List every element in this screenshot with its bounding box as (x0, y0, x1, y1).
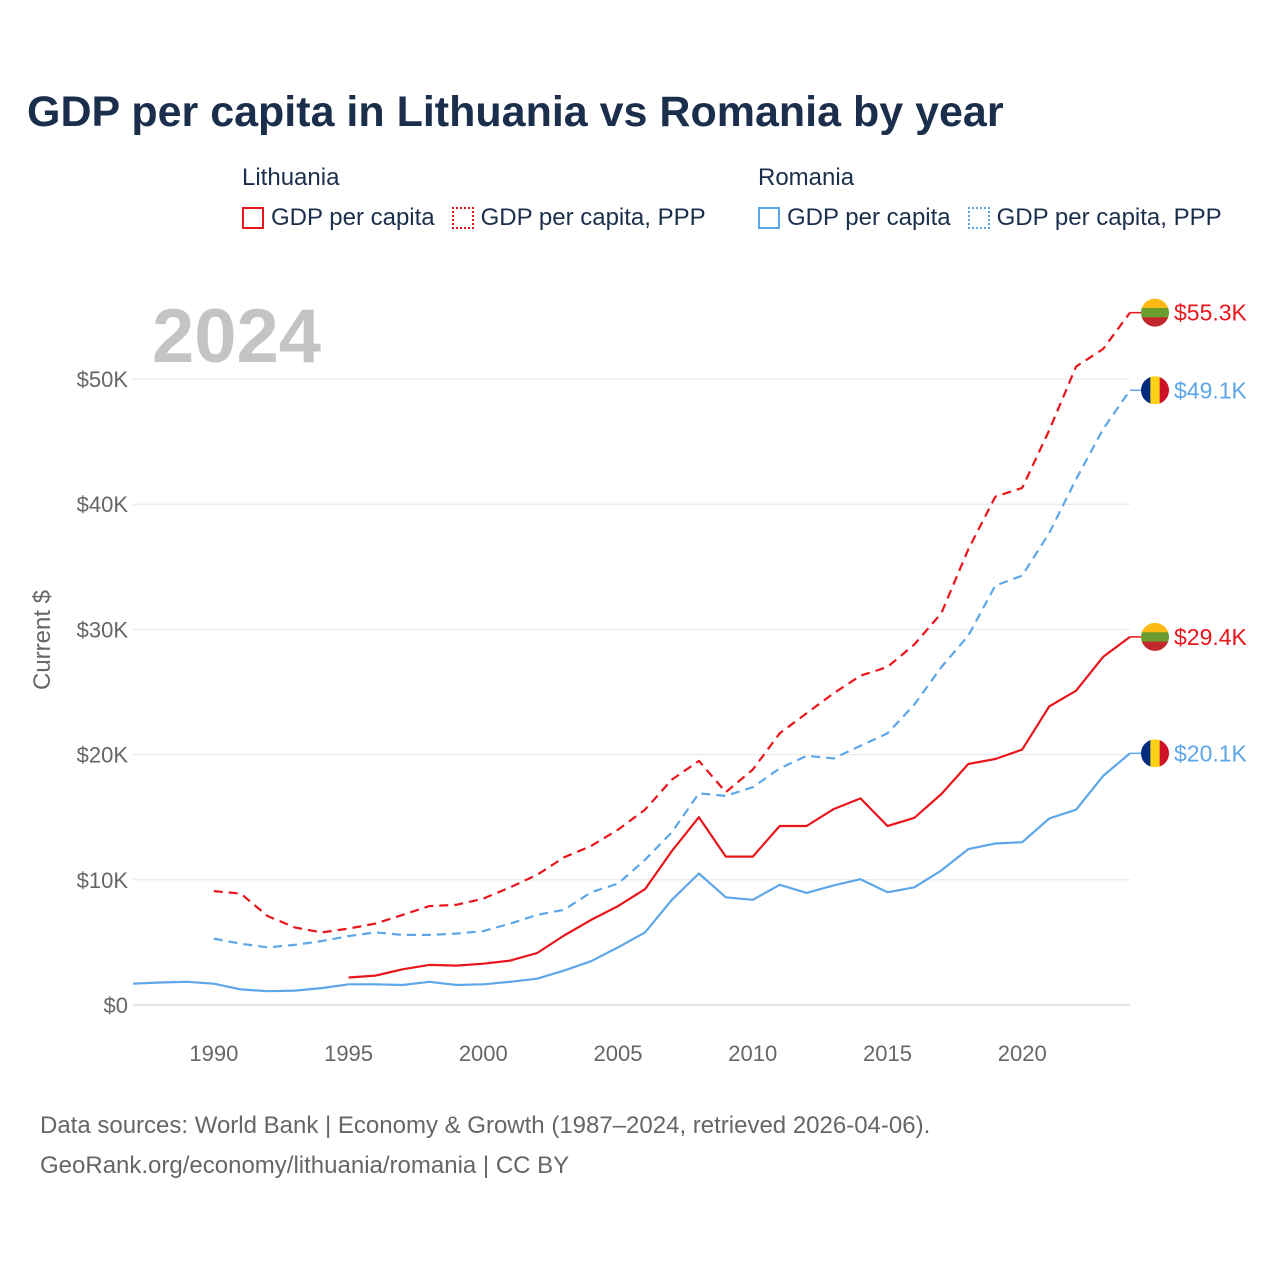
legend-swatch (242, 207, 264, 229)
legend-label: GDP per capita, PPP (480, 204, 706, 231)
legend-item-lithuania-gdp[interactable]: GDP per capita (242, 204, 435, 232)
chart-title: GDP per capita in Lithuania vs Romania b… (27, 88, 1004, 136)
legend-label: GDP per capita (271, 204, 435, 231)
legend-item-romania-gdp-ppp[interactable]: GDP per capita, PPP (967, 204, 1222, 232)
footer-attribution: GeoRank.org/economy/lithuania/romania | … (40, 1152, 570, 1179)
lithuania-flag-icon (1141, 622, 1169, 651)
legend-group-romania: Romania GDP per capita GDP per capita, P… (758, 162, 1222, 232)
legend-swatch (967, 207, 990, 229)
end-value-label: $49.1K (1174, 377, 1248, 403)
series-line-romania-gdp-per-capita-ppp[interactable] (213, 389, 1131, 949)
legend-group-title: Romania (758, 164, 855, 191)
y-tick-label: $40K (77, 492, 129, 517)
legend-group-lithuania: Lithuania GDP per capita GDP per capita,… (242, 162, 706, 232)
y-tick-label: $20K (77, 743, 129, 768)
footer-source: Data sources: World Bank | Economy & Gro… (40, 1112, 931, 1139)
y-tick-label: $50K (77, 367, 129, 392)
x-tick-label: 2000 (459, 1041, 508, 1066)
x-tick-label: 2015 (863, 1041, 912, 1066)
x-tick-label: 2005 (594, 1041, 643, 1066)
series-line-lithuania-gdp-per-capita[interactable] (348, 636, 1131, 979)
end-value-label: $20.1K (1174, 740, 1248, 766)
romania-flag-icon (1141, 376, 1169, 405)
legend-label: GDP per capita, PPP (996, 204, 1222, 231)
series-line-romania-gdp-per-capita[interactable] (132, 752, 1131, 993)
romania-flag-icon (1141, 739, 1169, 768)
y-tick-label: $0 (104, 993, 128, 1018)
y-tick-label: $30K (77, 617, 129, 642)
legend-label: GDP per capita (787, 204, 951, 231)
footer: Data sources: World Bank | Economy & Gro… (40, 1106, 930, 1186)
year-watermark: 2024 (152, 294, 321, 379)
end-value-label: $55.3K (1174, 300, 1248, 326)
legend-group-title: Lithuania (242, 164, 340, 191)
legend-swatch (758, 207, 780, 229)
series-line-lithuania-gdp-per-capita-ppp[interactable] (213, 311, 1131, 934)
y-tick-label: $10K (77, 868, 129, 893)
y-axis-label: Current $ (29, 590, 56, 690)
end-value-label: $29.4K (1174, 624, 1248, 650)
legend-item-romania-gdp[interactable]: GDP per capita (758, 204, 951, 232)
x-tick-label: 2020 (998, 1041, 1047, 1066)
x-tick-label: 1995 (324, 1041, 373, 1066)
lithuania-flag-icon (1141, 298, 1169, 327)
x-tick-label: 1990 (189, 1041, 238, 1066)
x-tick-label: 2010 (728, 1041, 777, 1066)
legend-swatch (451, 207, 474, 229)
legend-item-lithuania-gdp-ppp[interactable]: GDP per capita, PPP (451, 204, 706, 232)
